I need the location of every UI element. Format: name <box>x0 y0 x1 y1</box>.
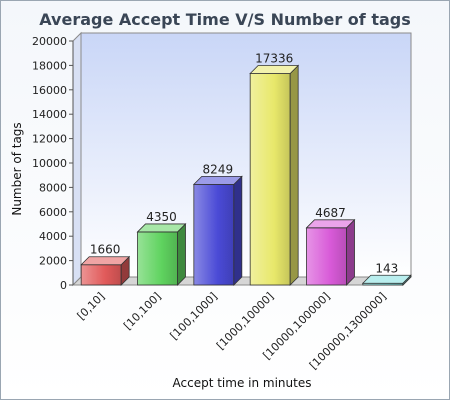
bar-top <box>305 219 356 229</box>
y-tick-label: 12000 <box>32 133 67 146</box>
data-label: 1660 <box>90 243 121 257</box>
x-axis-title: Accept time in minutes <box>173 376 312 390</box>
bar-top <box>249 65 300 74</box>
y-tick-label: 6000 <box>39 206 67 219</box>
bar <box>192 175 243 286</box>
bar-front <box>249 73 291 286</box>
bar-side <box>177 222 186 286</box>
bar-side <box>346 218 355 286</box>
data-label: 143 <box>375 261 398 275</box>
plot-side-wall <box>72 31 82 287</box>
bar-front <box>193 183 235 286</box>
y-tick-label: 20000 <box>32 35 67 48</box>
data-label: 4687 <box>315 206 346 220</box>
bar-front <box>80 264 122 286</box>
y-tick-label: 4000 <box>39 230 67 243</box>
x-tick-label: [1000,10000] <box>214 290 276 352</box>
bar-side <box>289 64 299 286</box>
data-label: 17336 <box>255 52 293 66</box>
bar <box>361 274 412 286</box>
bars <box>80 64 412 286</box>
y-axis-title: Number of tags <box>10 122 24 215</box>
data-label: 8249 <box>203 162 234 176</box>
plot-area <box>71 31 413 287</box>
bar <box>249 64 300 286</box>
x-axis-ticks: [0,10] [10,100] [100,1000][1000,10000][100… <box>75 290 389 372</box>
bar <box>305 218 356 286</box>
x-tick-label: [100,1000] <box>168 290 220 342</box>
y-tick-label: 14000 <box>32 108 67 121</box>
bar <box>136 222 187 286</box>
y-tick-label: 0 <box>60 279 67 292</box>
bar-front <box>306 227 347 286</box>
bar <box>80 255 131 286</box>
y-tick-label: 8000 <box>39 181 67 194</box>
y-tick-label: 2000 <box>39 255 67 268</box>
data-labels: 1660 4350 8249 17336 4687 143 <box>90 52 398 276</box>
x-tick-label: [10,100] <box>121 290 163 332</box>
chart-title: Average Accept Time V/S Number of tags <box>39 10 411 29</box>
bar-top <box>361 274 412 284</box>
y-tick-label: 18000 <box>32 59 67 72</box>
x-tick-label: [0,10] <box>75 290 108 323</box>
data-label: 4350 <box>146 210 177 224</box>
y-tick-label: 10000 <box>32 157 67 170</box>
bar-top <box>80 256 131 266</box>
y-axis-ticks: 0 2000 4000 6000 8000 10000 12000 14000 16000 180… <box>32 35 73 292</box>
bar-top <box>136 223 187 233</box>
bar-side <box>233 175 243 286</box>
plot-back-wall <box>80 32 412 278</box>
bar-top <box>192 175 243 185</box>
bar-front <box>137 231 178 286</box>
y-tick-label: 16000 <box>32 84 67 97</box>
